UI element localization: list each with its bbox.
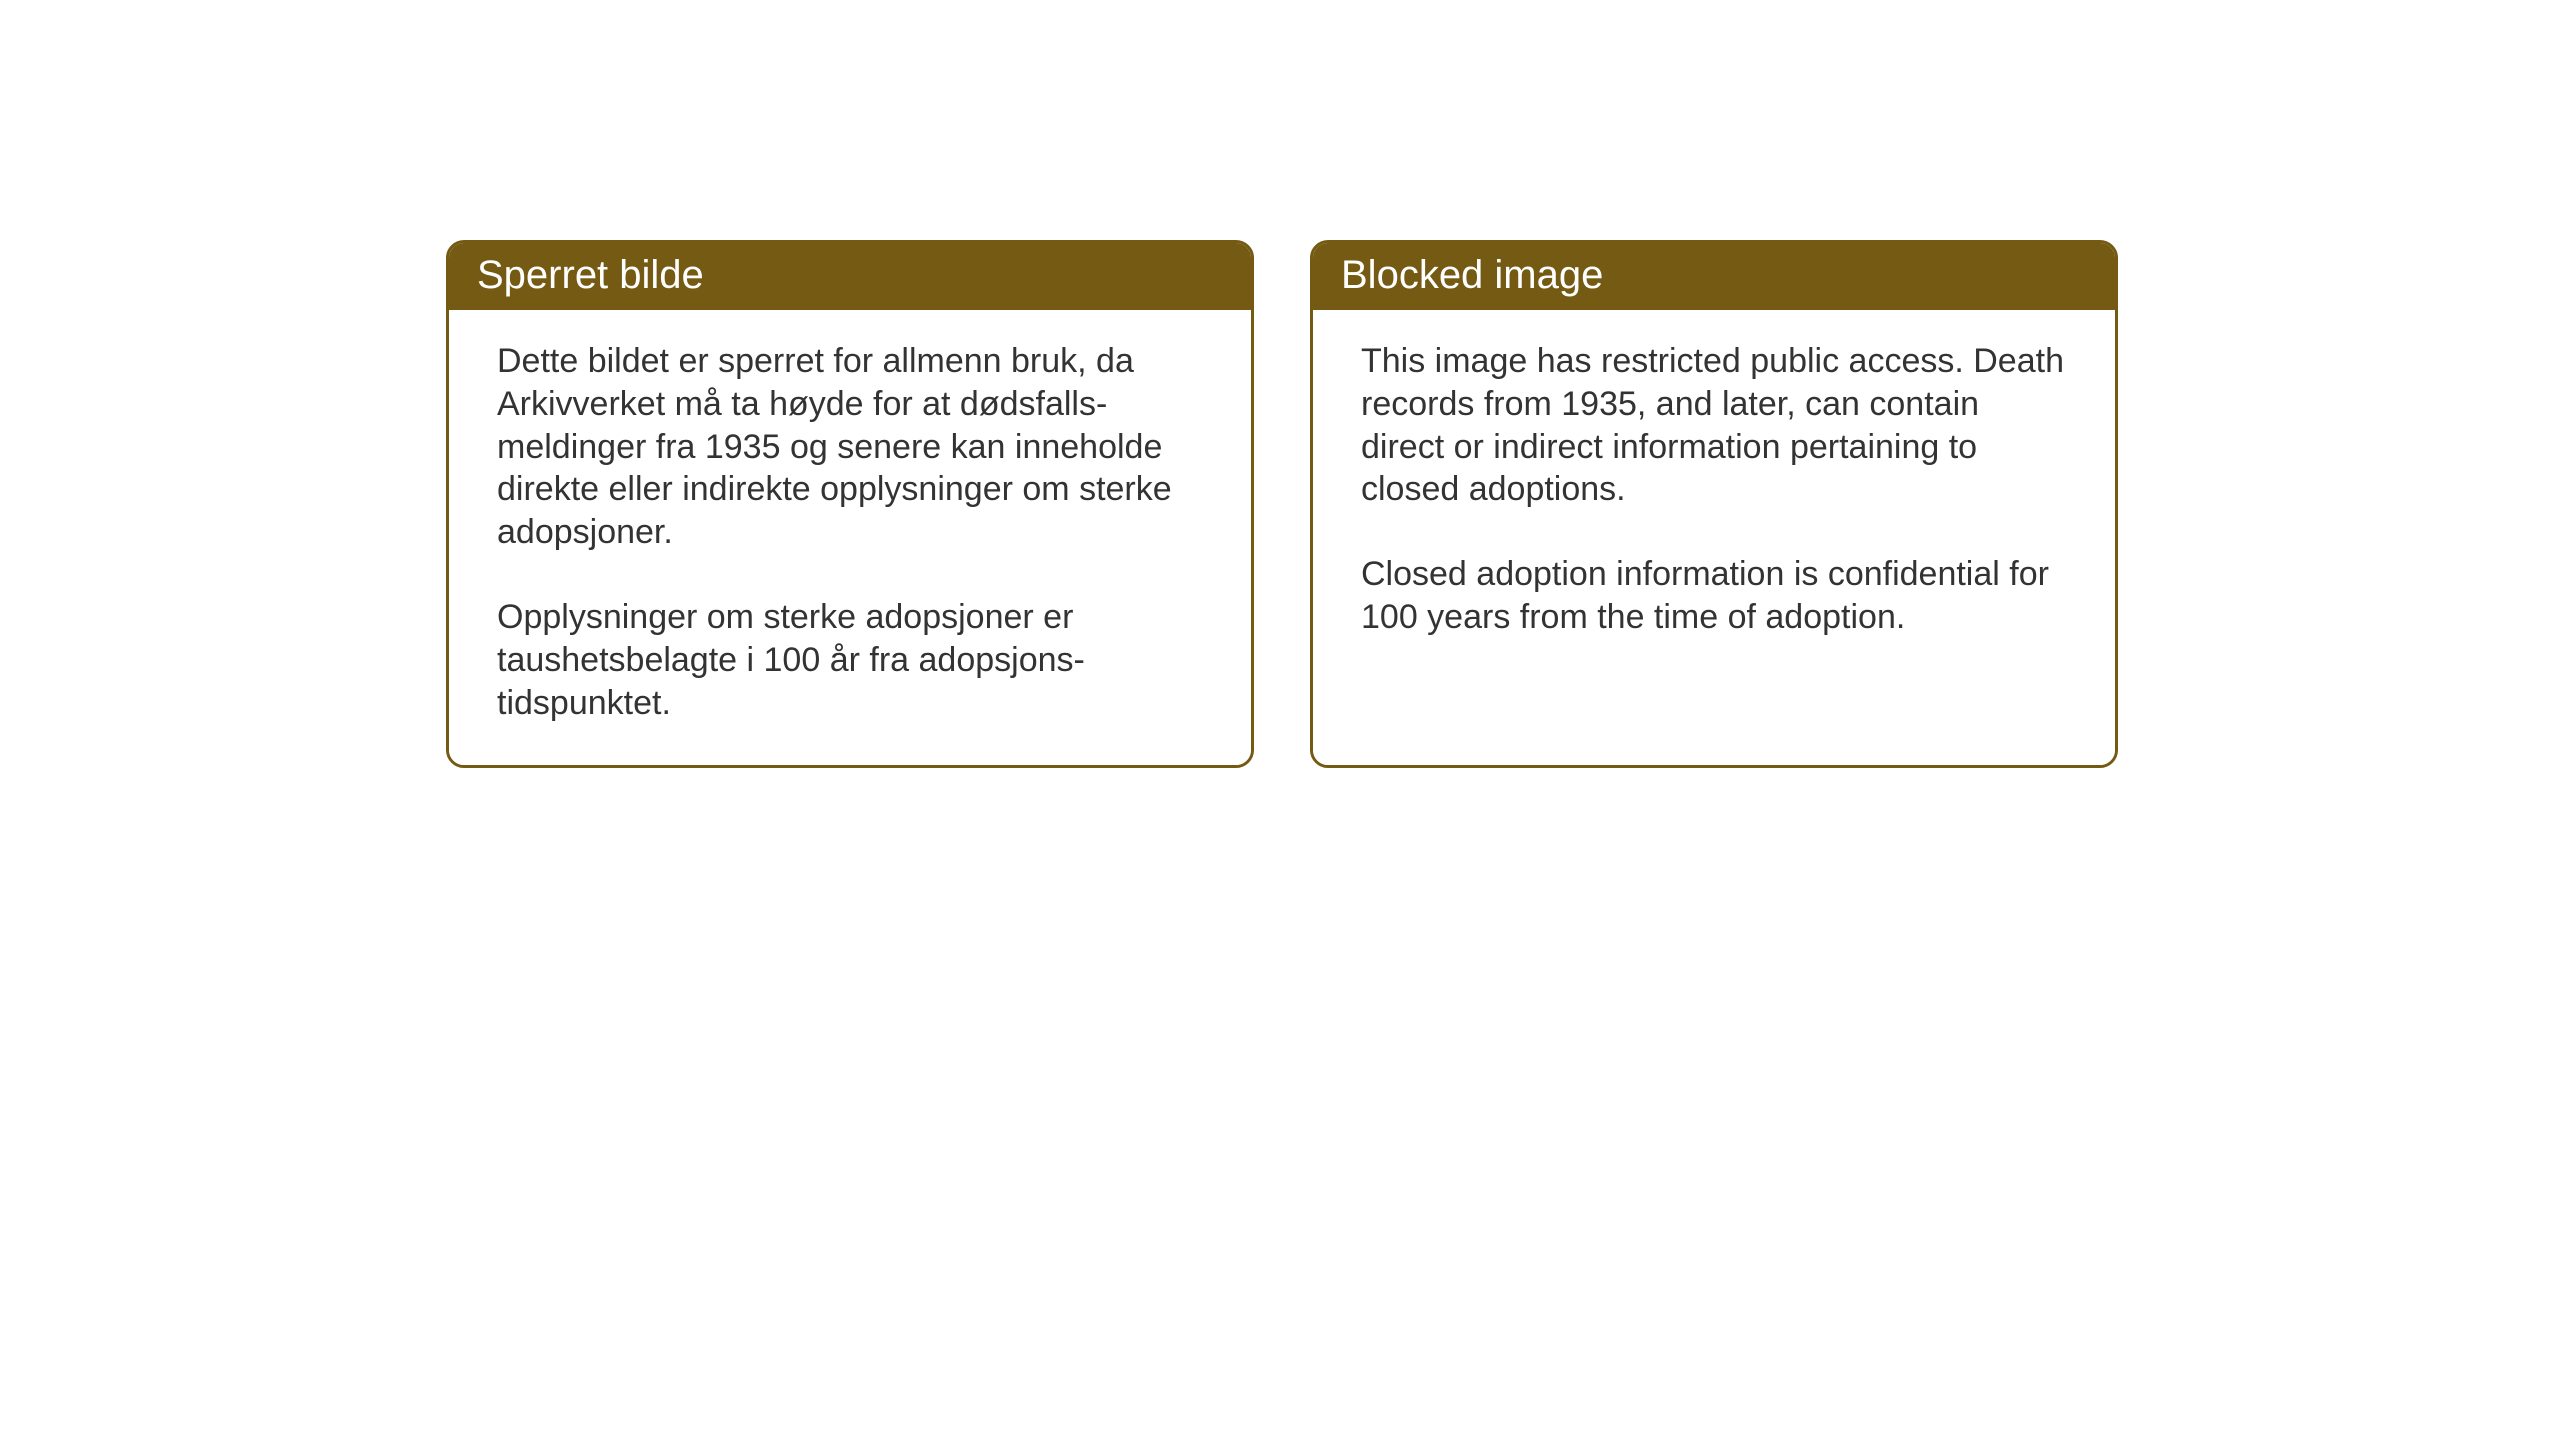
card-norwegian-paragraph-1: Dette bildet er sperret for allmenn bruk… <box>497 340 1203 554</box>
card-english-header: Blocked image <box>1313 243 2115 310</box>
card-norwegian-paragraph-2: Opplysninger om sterke adopsjoner er tau… <box>497 596 1203 724</box>
card-norwegian-body: Dette bildet er sperret for allmenn bruk… <box>449 310 1251 765</box>
card-english-paragraph-2: Closed adoption information is confident… <box>1361 553 2067 639</box>
card-english-body: This image has restricted public access.… <box>1313 310 2115 765</box>
card-english: Blocked image This image has restricted … <box>1310 240 2118 768</box>
card-norwegian-header: Sperret bilde <box>449 243 1251 310</box>
card-english-paragraph-1: This image has restricted public access.… <box>1361 340 2067 511</box>
cards-container: Sperret bilde Dette bildet er sperret fo… <box>446 240 2118 768</box>
card-norwegian: Sperret bilde Dette bildet er sperret fo… <box>446 240 1254 768</box>
